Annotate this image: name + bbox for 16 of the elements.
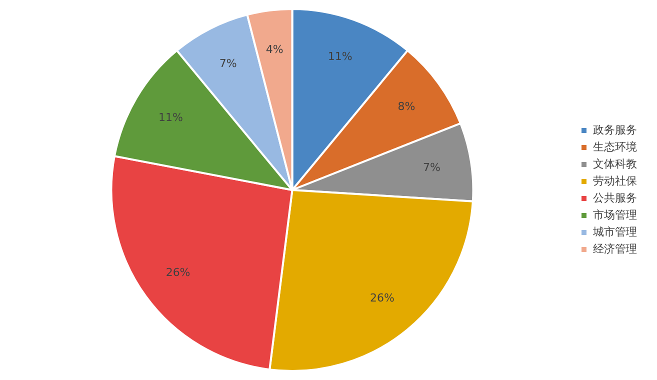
legend-label: 经济管理 <box>593 242 637 256</box>
data-label: 4% <box>266 42 284 56</box>
data-label: 8% <box>398 100 416 113</box>
data-label: 26% <box>166 266 190 279</box>
legend-label: 生态环境 <box>593 140 637 154</box>
data-label: 7% <box>219 57 237 70</box>
data-label: 26% <box>370 292 394 305</box>
legend-label: 市场管理 <box>593 208 637 222</box>
data-label: 7% <box>422 160 440 174</box>
data-label: 11% <box>328 50 352 64</box>
legend-label: 劳动社保 <box>593 174 637 188</box>
legend-label: 文体科教 <box>593 157 637 170</box>
data-label: 11% <box>158 110 183 124</box>
legend-label: 政务服务 <box>593 123 637 136</box>
legend-label: 公共服务 <box>593 191 637 204</box>
legend-label: 城市管理 <box>592 225 637 238</box>
